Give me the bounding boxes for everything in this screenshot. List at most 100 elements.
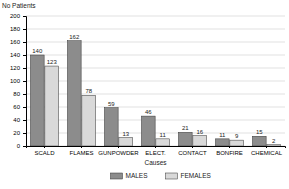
data-label: 21 bbox=[182, 125, 189, 131]
data-labels: 140 162 59 46 21 11 15 123 78 13 11 16 9 2 bbox=[32, 34, 276, 144]
bar bbox=[252, 136, 266, 146]
bar bbox=[30, 55, 44, 146]
data-label: 9 bbox=[235, 133, 239, 139]
legend-swatch bbox=[111, 173, 123, 179]
bar bbox=[45, 66, 59, 146]
bar bbox=[141, 116, 155, 146]
x-tick-mark bbox=[229, 146, 230, 148]
y-tick-label: 180 bbox=[10, 26, 21, 32]
data-label: 78 bbox=[85, 88, 92, 94]
data-label: 13 bbox=[122, 131, 129, 137]
y-tick-mark bbox=[23, 55, 26, 56]
bar bbox=[104, 108, 118, 146]
y-tick-label: 60 bbox=[13, 104, 20, 110]
y-tick: 200 bbox=[10, 13, 26, 19]
grid-line bbox=[26, 94, 285, 95]
y-tick-label: 100 bbox=[10, 78, 21, 84]
grid-line bbox=[26, 81, 285, 82]
y-tick-mark bbox=[23, 81, 26, 82]
bars bbox=[30, 41, 280, 146]
legend-label: MALES bbox=[126, 172, 149, 179]
x-tick-mark bbox=[44, 146, 45, 148]
legend-swatch bbox=[166, 173, 178, 179]
bar bbox=[215, 139, 229, 146]
y-tick-label: 40 bbox=[13, 117, 20, 123]
data-label: 16 bbox=[196, 129, 203, 135]
data-label: 59 bbox=[108, 101, 115, 107]
grid-line bbox=[26, 42, 285, 43]
y-tick-label: 20 bbox=[13, 130, 20, 136]
chart: 0 20 40 60 80 100 120 140 160 180 200 SCALD FLAMES GU… bbox=[0, 0, 289, 189]
y-tick-label: 80 bbox=[13, 91, 20, 97]
bar bbox=[82, 95, 96, 146]
grid-line bbox=[26, 68, 285, 69]
y-tick: 140 bbox=[10, 52, 26, 58]
y-tick: 40 bbox=[13, 117, 26, 123]
x-tick: GUNPOWDER bbox=[98, 146, 139, 156]
x-tick-mark bbox=[192, 146, 193, 148]
y-tick-label: 160 bbox=[10, 39, 21, 45]
x-tick-mark bbox=[266, 146, 267, 148]
y-tick-mark bbox=[23, 146, 26, 147]
bar bbox=[156, 139, 170, 146]
data-label: 11 bbox=[160, 132, 167, 138]
x-tick-label: GUNPOWDER bbox=[98, 150, 139, 156]
grid-line bbox=[26, 120, 285, 121]
y-tick: 60 bbox=[13, 104, 26, 110]
grid-line bbox=[26, 55, 285, 56]
data-label: 123 bbox=[47, 59, 58, 65]
x-tick-label: BONFIRE bbox=[216, 150, 243, 156]
grid-line bbox=[26, 133, 285, 134]
y-tick-mark bbox=[23, 42, 26, 43]
y-tick-label: 200 bbox=[10, 13, 21, 19]
bar bbox=[178, 132, 192, 146]
x-axis-line bbox=[27, 147, 286, 149]
y-tick-label: 140 bbox=[10, 52, 21, 58]
y-tick-mark bbox=[23, 94, 26, 95]
x-tick: BONFIRE bbox=[216, 146, 243, 156]
y-axis-title: No Patients bbox=[2, 2, 36, 9]
y-tick: 100 bbox=[10, 78, 26, 84]
grid-line bbox=[26, 16, 285, 17]
x-tick: ELECT. bbox=[145, 146, 166, 156]
y-tick: 80 bbox=[13, 91, 26, 97]
data-label: 11 bbox=[219, 132, 226, 138]
y-axis: 0 20 40 60 80 100 120 140 160 180 200 bbox=[10, 13, 27, 149]
data-label: 2 bbox=[272, 138, 276, 144]
data-label: 140 bbox=[32, 48, 43, 54]
x-tick-mark bbox=[118, 146, 119, 148]
x-tick-label: CONTACT bbox=[178, 150, 207, 156]
y-tick-label: 0 bbox=[17, 143, 21, 149]
x-tick-label: FLAMES bbox=[69, 150, 93, 156]
x-tick: CONTACT bbox=[178, 146, 207, 156]
x-tick-label: ELECT. bbox=[145, 150, 166, 156]
x-tick-label: SCALD bbox=[34, 150, 55, 156]
y-axis-line bbox=[23, 17, 27, 147]
bar bbox=[230, 140, 244, 146]
y-tick-mark bbox=[23, 16, 26, 17]
x-axis: SCALD FLAMES GUNPOWDER ELECT. CONTACT BONFIRE… bbox=[27, 146, 286, 156]
y-tick-mark bbox=[23, 107, 26, 108]
x-axis-title: Causes bbox=[144, 159, 167, 166]
x-tick-label: CHEMICAL bbox=[251, 150, 283, 156]
data-label: 15 bbox=[256, 129, 263, 135]
bar bbox=[67, 41, 81, 146]
legend-label: FEMALES bbox=[181, 172, 212, 179]
y-tick-mark bbox=[23, 29, 26, 30]
x-tick-mark bbox=[81, 146, 82, 148]
y-tick: 0 bbox=[17, 143, 26, 149]
x-tick: CHEMICAL bbox=[251, 146, 283, 156]
data-label: 162 bbox=[69, 34, 80, 40]
data-label: 46 bbox=[145, 109, 152, 115]
bar bbox=[119, 138, 133, 146]
x-tick-mark bbox=[155, 146, 156, 148]
y-tick: 120 bbox=[10, 65, 26, 71]
x-tick: FLAMES bbox=[69, 146, 93, 156]
y-tick: 160 bbox=[10, 39, 26, 45]
grid-line bbox=[26, 29, 285, 30]
legend: MALES FEMALES bbox=[111, 172, 212, 179]
y-tick-mark bbox=[23, 68, 26, 69]
y-tick-mark bbox=[23, 120, 26, 121]
y-tick-label: 120 bbox=[10, 65, 21, 71]
y-tick-mark bbox=[23, 133, 26, 134]
